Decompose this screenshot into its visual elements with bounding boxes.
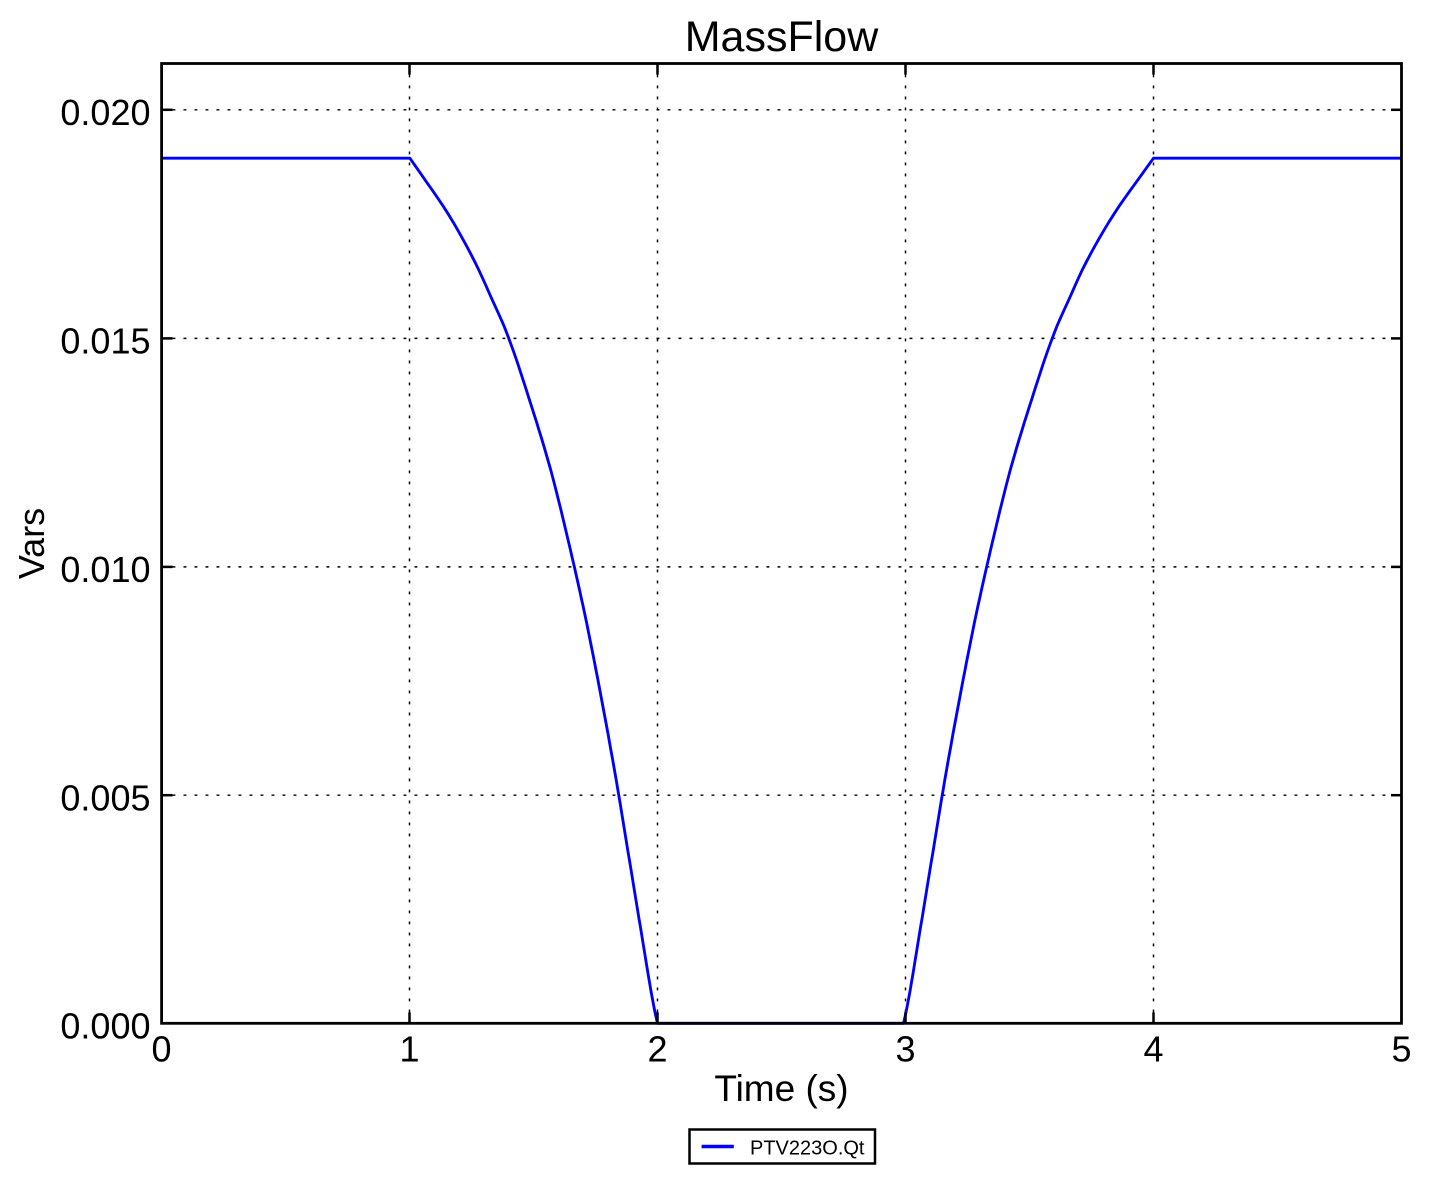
svg-text:0.005: 0.005 <box>60 778 150 819</box>
svg-text:5: 5 <box>1391 1029 1411 1070</box>
svg-text:3: 3 <box>895 1029 915 1070</box>
svg-text:Vars: Vars <box>11 508 52 579</box>
svg-text:PTV223O.Qt: PTV223O.Qt <box>750 1138 865 1160</box>
svg-text:4: 4 <box>1143 1029 1163 1070</box>
svg-text:MassFlow: MassFlow <box>685 13 879 61</box>
svg-text:0: 0 <box>151 1029 171 1070</box>
svg-text:0.015: 0.015 <box>60 321 150 362</box>
svg-text:Time (s): Time (s) <box>714 1068 848 1109</box>
svg-text:0.000: 0.000 <box>60 1006 150 1047</box>
svg-text:0.020: 0.020 <box>60 92 150 133</box>
svg-text:1: 1 <box>399 1029 419 1070</box>
svg-text:0.010: 0.010 <box>60 549 150 590</box>
svg-text:2: 2 <box>647 1029 667 1070</box>
